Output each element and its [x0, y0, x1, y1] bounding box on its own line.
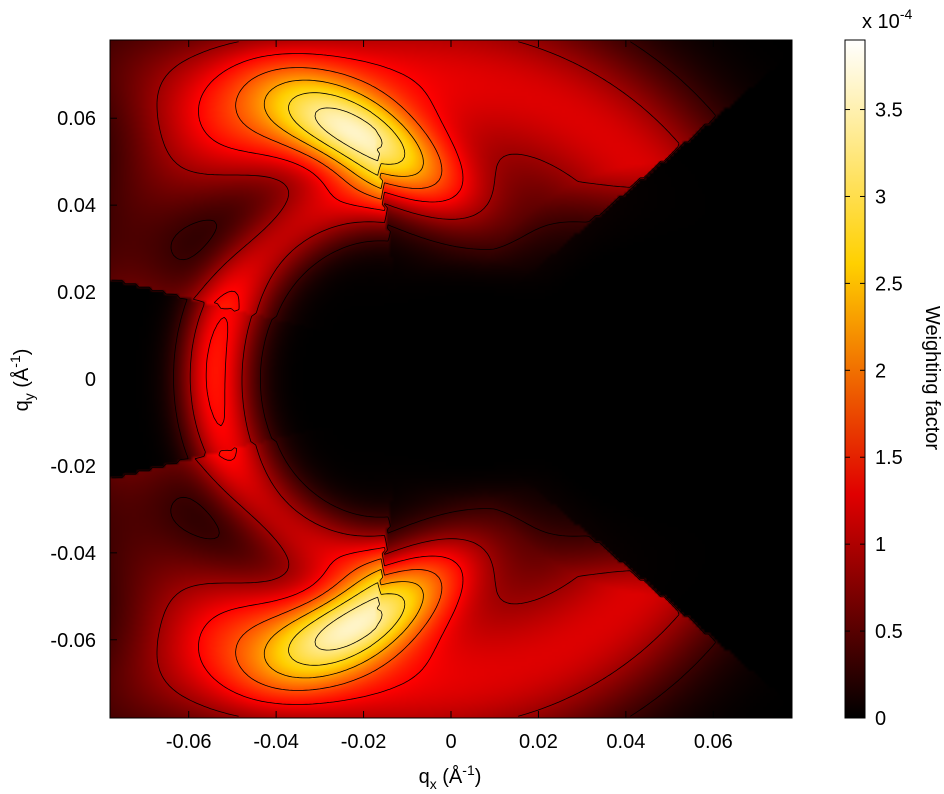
x-tick-label: 0.02	[519, 731, 558, 753]
contour-line	[156, 41, 680, 717]
x-tick-label: -0.04	[253, 731, 299, 753]
colorbar-ticks: 0 0.5 1 1.5 2 2.5 3 3.5	[845, 100, 903, 730]
x-tick-label: 0.04	[606, 731, 645, 753]
colorbar-tick-label: 0	[875, 708, 886, 730]
colorbar-tick-label: 2	[875, 360, 886, 382]
y-tick-label: -0.02	[50, 456, 96, 478]
colorbar-tick-label: 1	[875, 534, 886, 556]
contour-line	[288, 92, 406, 666]
heatmap-plot	[109, 39, 793, 719]
y-tick-label: 0.02	[57, 282, 96, 304]
x-tick-label: 0.06	[694, 731, 733, 753]
colorbar-tick-label: 2.5	[875, 273, 903, 295]
colorbar-label: Weighting factor	[921, 306, 943, 450]
x-axis-ticks: -0.06 -0.04 -0.02 0 0.02 0.04 0.06	[166, 40, 733, 753]
y-tick-label: -0.06	[50, 630, 96, 652]
contour-line	[111, 41, 716, 717]
x-axis-label: qx (Å-1)	[419, 762, 482, 792]
contour-line	[235, 67, 443, 691]
y-axis-label: qy (Å-1)	[7, 349, 37, 412]
colorbar: 0 0.5 1 1.5 2 2.5 3 3.5 x 10-4 Weighting factor	[844, 6, 943, 730]
colorbar-tick-label: 3.5	[875, 100, 903, 122]
heatmap-image	[110, 40, 792, 718]
x-tick-label: -0.06	[166, 731, 212, 753]
colorbar-tick-label: 3	[875, 186, 886, 208]
x-tick-label: 0	[445, 731, 456, 753]
contour-line	[314, 107, 383, 651]
y-tick-label: -0.04	[50, 543, 96, 565]
y-tick-label: 0.06	[57, 108, 96, 130]
colorbar-tick-label: 0.5	[875, 621, 903, 643]
colorbar-gradient	[844, 39, 866, 719]
contour-lines	[111, 41, 716, 717]
y-axis-ticks: -0.06 -0.04 -0.02 0 0.02 0.04 0.06	[50, 108, 792, 652]
colorbar-tick-label: 1.5	[875, 447, 903, 469]
y-tick-label: 0	[85, 369, 96, 391]
contour-line	[198, 53, 464, 705]
contour-line	[263, 79, 424, 679]
y-tick-label: 0.04	[57, 195, 96, 217]
x-tick-label: -0.02	[341, 731, 387, 753]
colorbar-multiplier: x 10-4	[862, 6, 912, 33]
